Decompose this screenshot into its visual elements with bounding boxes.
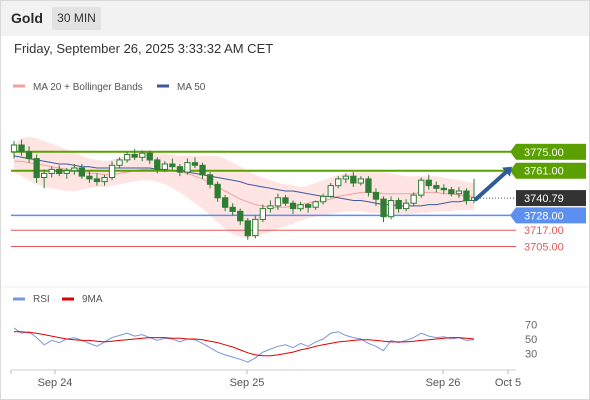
candle-body — [93, 178, 101, 183]
ma20-line — [14, 160, 474, 208]
candle-body — [252, 218, 259, 237]
candle-body — [206, 174, 214, 185]
candle-body — [410, 194, 417, 204]
candle-body — [176, 166, 184, 173]
candle-body — [305, 204, 312, 208]
candle-body — [214, 183, 221, 199]
candle-body — [191, 162, 199, 166]
candle-body — [237, 210, 244, 222]
candle-body — [124, 154, 131, 161]
level-label-arrow — [510, 207, 516, 224]
projection-arrow-head — [501, 166, 512, 177]
candle-body — [101, 177, 108, 183]
candle-body — [289, 202, 297, 210]
resistance-label: 3775.00 — [524, 147, 564, 159]
candle-body — [320, 195, 327, 203]
candle-body — [350, 175, 357, 184]
candle-body — [71, 167, 78, 172]
candle-body — [184, 162, 191, 173]
candle-body — [282, 197, 289, 204]
bollinger-band — [14, 136, 474, 239]
candle-body — [335, 178, 342, 187]
candle-body — [455, 190, 463, 195]
candle-body — [418, 179, 425, 196]
candle-body — [395, 200, 402, 210]
x-tick-label: Sep 24 — [38, 377, 73, 389]
candle-body — [10, 144, 18, 153]
candle-body — [312, 201, 319, 208]
legend-label: RSI — [33, 294, 50, 305]
candle-body — [18, 144, 25, 153]
level-label-box — [516, 207, 586, 224]
candle-body — [48, 168, 55, 174]
candle-body — [131, 154, 138, 158]
candle-body — [448, 189, 455, 195]
resistance-label: 3761.00 — [524, 166, 564, 178]
candle-body — [154, 159, 161, 170]
level-label-box — [516, 143, 586, 160]
candle-body — [33, 158, 40, 179]
candle-body — [357, 178, 365, 184]
rsi-line — [13, 327, 475, 363]
candle-body — [297, 204, 304, 210]
timeframe-button[interactable]: 30 MIN — [52, 7, 101, 30]
candle-body — [222, 197, 229, 208]
candle-body — [108, 164, 116, 179]
projection-arrow — [474, 170, 508, 202]
target-label: 3705.00 — [524, 241, 564, 253]
level-label-arrow — [510, 162, 516, 179]
legend-label: MA 50 — [177, 82, 206, 93]
candle-body — [229, 206, 236, 212]
candle-body — [267, 205, 274, 210]
x-tick-label: Oct 5 — [495, 377, 521, 389]
x-tick-label: Sep 25 — [230, 377, 265, 389]
candle-body — [433, 185, 440, 189]
rsi-tick-label: 50 — [525, 334, 537, 346]
candle-body — [41, 172, 48, 178]
candle-body — [116, 159, 123, 166]
candle-body — [372, 191, 380, 200]
price-label: 3740.79 — [524, 193, 564, 205]
legend-label: MA 20 + Bollinger Bands — [33, 82, 143, 93]
timestamp: Friday, September 26, 2025 3:33:32 AM CE… — [14, 41, 274, 56]
level-label-box — [516, 162, 586, 179]
candle-body — [403, 202, 410, 210]
candle-body — [463, 190, 470, 201]
candle-body — [146, 152, 153, 161]
candle-body — [56, 168, 63, 174]
candle-body — [259, 208, 267, 220]
candle-body — [365, 178, 372, 193]
x-tick-label: Sep 26 — [426, 377, 461, 389]
candle-body — [425, 179, 432, 187]
candle-body — [327, 185, 334, 197]
top-bar: Gold 30 MIN — [0, 0, 590, 36]
level-label-arrow — [510, 143, 516, 160]
rsi-ma-line — [14, 331, 475, 357]
candle-body — [169, 163, 176, 168]
price-label-box — [516, 190, 586, 207]
target-label: 3717.00 — [524, 225, 564, 237]
candle-body — [86, 175, 93, 180]
legend-label: 9MA — [82, 294, 103, 305]
rsi-tick-label: 70 — [525, 320, 537, 332]
symbol-title: Gold — [11, 10, 43, 26]
candle-body — [440, 187, 448, 191]
candle-body — [342, 175, 350, 180]
candle-body — [274, 197, 282, 207]
candle-body — [139, 152, 146, 158]
candle-body — [63, 170, 70, 174]
candle-body — [78, 167, 85, 177]
candle-body — [161, 163, 168, 170]
candle-body — [25, 151, 33, 160]
candle-body — [380, 198, 387, 218]
rsi-tick-label: 30 — [525, 349, 537, 361]
candle-body — [199, 164, 206, 176]
candle-body — [244, 220, 251, 237]
support-label: 3728.00 — [524, 210, 564, 222]
candle-body — [387, 200, 395, 218]
